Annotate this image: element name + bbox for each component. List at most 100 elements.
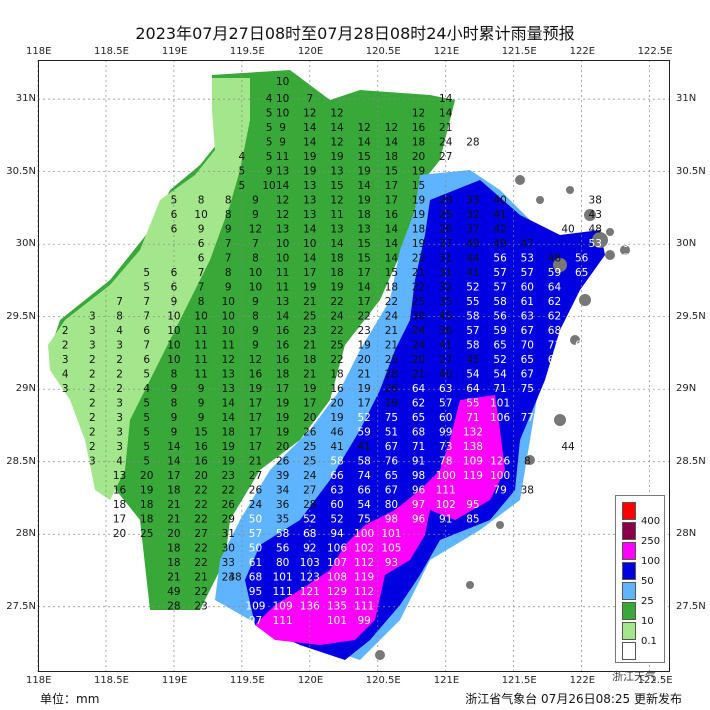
legend-swatch [622, 582, 636, 600]
station-value: 4 [116, 456, 123, 468]
station-value: 7 [143, 311, 150, 323]
station-value: 44 [561, 441, 575, 453]
station-value: 100 [354, 528, 374, 540]
station-value: 17 [303, 267, 316, 279]
lon-tick-bottom: 120.5E [365, 675, 401, 686]
station-value: 52 [330, 514, 343, 526]
station-value: 129 [327, 586, 347, 598]
lat-tick-right: 30N [676, 238, 697, 250]
station-value: 41 [330, 441, 343, 453]
station-value: 18 [140, 499, 153, 511]
station-value: 21 [303, 296, 316, 308]
station-value: 13 [276, 224, 289, 236]
station-value: 22 [194, 485, 207, 497]
station-value: 3 [116, 427, 123, 439]
station-value: 102 [436, 499, 456, 511]
station-value: 9 [252, 209, 259, 221]
station-value: 28 [466, 137, 479, 149]
station-value: 22 [330, 296, 343, 308]
station-value: 17 [113, 514, 126, 526]
station-value: 71 [466, 412, 479, 424]
station-value: 22 [194, 543, 207, 555]
station-value: 60 [330, 499, 343, 511]
station-value: 16 [113, 485, 127, 497]
station-value: 12 [303, 108, 316, 120]
station-value: 10 [276, 108, 289, 120]
station-value: 66 [330, 470, 344, 482]
station-value: 32 [466, 209, 479, 221]
station-value: 14 [439, 93, 453, 105]
station-value: 9 [225, 282, 232, 294]
station-value: 2 [89, 369, 96, 381]
station-value: 6 [171, 209, 178, 221]
lon-tick-bottom: 118.5E [93, 675, 129, 686]
station-value: 27 [249, 470, 262, 482]
station-value: 67 [385, 441, 398, 453]
station-value: 101 [490, 398, 510, 410]
station-value: 25 [439, 209, 452, 221]
station-value: 66 [358, 485, 372, 497]
station-value: 10 [276, 238, 289, 250]
station-value: 58 [276, 528, 289, 540]
station-value: 7 [225, 253, 232, 265]
station-value: 21 [194, 572, 207, 584]
station-value: 21 [412, 369, 425, 381]
station-value: 13 [330, 224, 343, 236]
station-value: 16 [330, 383, 344, 395]
station-value: 5 [143, 412, 150, 424]
station-value: 9 [252, 340, 259, 352]
station-value: 29 [222, 514, 235, 526]
station-value: 20 [167, 528, 180, 540]
legend-label: 250 [641, 536, 661, 547]
lon-tick-bottom: 122E [569, 675, 596, 686]
station-value: 12 [412, 108, 425, 120]
station-value: 75 [385, 412, 398, 424]
station-value: 22 [330, 354, 343, 366]
station-value: 31 [222, 528, 235, 540]
station-value: 119 [354, 572, 374, 584]
station-value: 9 [252, 325, 259, 337]
station-value: 70 [602, 267, 615, 279]
station-value: 21 [249, 456, 262, 468]
station-value: 71 [412, 441, 425, 453]
station-value: 10 [222, 325, 235, 337]
island-shape [584, 209, 596, 221]
station-value: 17 [167, 470, 180, 482]
station-value: 24 [330, 311, 344, 323]
station-value: 20 [140, 470, 153, 482]
station-value: 19 [222, 456, 235, 468]
station-value: 109 [463, 456, 483, 468]
station-value: 20 [330, 398, 343, 410]
station-value: 10 [276, 76, 289, 88]
station-value: 98 [412, 470, 425, 482]
station-value: 22 [194, 499, 207, 511]
island-shape [566, 186, 574, 194]
lat-tick-left: 29.5N [6, 310, 36, 322]
station-value: 19 [249, 383, 262, 395]
station-value: 103 [300, 557, 320, 569]
station-value: 17 [358, 267, 371, 279]
station-value: 5 [239, 180, 246, 192]
island-shape [525, 455, 535, 465]
island-shape [554, 414, 566, 426]
station-value: 45 [466, 354, 479, 366]
station-value: 58 [358, 456, 371, 468]
lon-tick-bottom: 120E [297, 675, 324, 686]
station-value: 9 [266, 166, 273, 178]
station-value: 26 [222, 499, 236, 511]
station-value: 77 [521, 412, 534, 424]
station-value: 8 [252, 253, 259, 265]
station-value: 12 [249, 224, 262, 236]
station-value: 64 [466, 383, 480, 395]
station-value: 2 [89, 354, 96, 366]
station-value: 52 [303, 514, 316, 526]
station-value: 19 [303, 383, 316, 395]
station-value: 67 [385, 485, 398, 497]
station-value: 16 [276, 340, 290, 352]
lat-tick-left: 28.5N [6, 455, 36, 467]
legend-swatch [622, 522, 636, 540]
station-value: 18 [330, 369, 343, 381]
station-value: 14 [358, 137, 372, 149]
station-value: 16 [276, 354, 290, 366]
station-value: 112 [354, 586, 374, 598]
